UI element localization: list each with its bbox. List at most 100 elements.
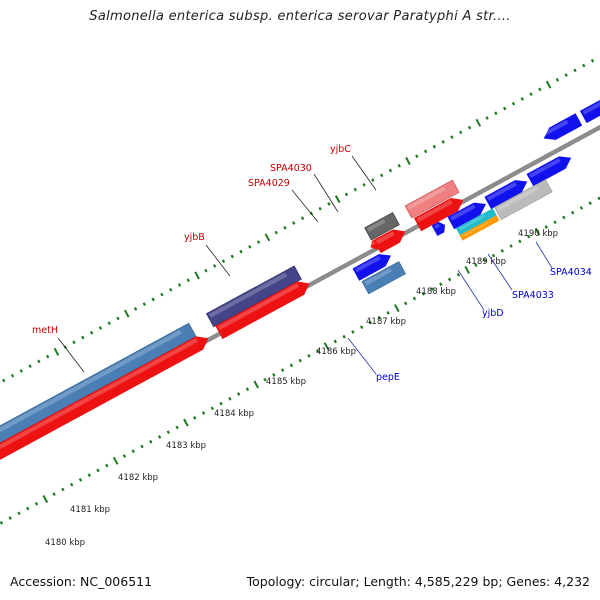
major-tick (394, 304, 400, 313)
minor-tick (483, 258, 487, 263)
gene-label-top[interactable]: metH (32, 325, 58, 336)
gene-label-top[interactable]: yjbC (330, 144, 351, 155)
minor-tick (597, 196, 600, 201)
minor-tick (590, 58, 595, 63)
metH-gene-bottom[interactable] (0, 332, 212, 472)
minor-tick (353, 187, 357, 192)
minor-tick (582, 63, 586, 68)
minor-tick (474, 263, 478, 268)
minor-tick (573, 68, 577, 73)
minor-tick (368, 320, 373, 325)
major-tick (123, 309, 130, 318)
upper-right-gene-1[interactable] (540, 113, 583, 144)
minor-tick (289, 363, 294, 368)
gene-label-bottom[interactable]: yjbD (482, 308, 504, 319)
minor-tick (8, 516, 12, 520)
pepE-gene-upper[interactable] (352, 249, 395, 281)
gene-label-top[interactable]: yjbB (184, 232, 205, 243)
SPA4033-gene-a[interactable] (484, 175, 530, 210)
SPA4033-gene-teal[interactable] (455, 208, 497, 236)
major-tick (534, 227, 541, 236)
minor-tick (142, 302, 147, 306)
gene-label-leader (457, 269, 485, 311)
minor-tick (37, 359, 41, 364)
minor-tick (10, 373, 15, 378)
gene-label-bottom[interactable]: pepE (376, 372, 400, 383)
yjbB-gene-top[interactable] (206, 265, 302, 328)
major-tick (475, 118, 482, 127)
minor-tick (379, 173, 384, 178)
major-tick (194, 271, 200, 280)
major-tick (545, 80, 552, 89)
yjbD-gene[interactable] (447, 198, 489, 230)
minor-tick (318, 206, 322, 211)
minor-tick (292, 221, 296, 225)
minor-tick (256, 240, 261, 244)
minor-tick (555, 78, 560, 82)
organism-title: Salmonella enterica subsp. enterica sero… (89, 9, 511, 24)
minor-tick (160, 292, 164, 297)
SPA4034-gene[interactable] (494, 179, 553, 220)
gene-label-bottom[interactable]: SPA4033 (512, 290, 554, 301)
yjbC-gene-lower[interactable] (413, 193, 467, 232)
minor-tick (263, 377, 267, 382)
minor-tick (570, 210, 575, 215)
minor-tick (72, 340, 76, 345)
minor-tick (219, 401, 223, 406)
minor-tick (509, 244, 513, 248)
minor-tick (447, 277, 452, 282)
yjbD-gene-small[interactable] (431, 220, 448, 237)
SPA4030-gene[interactable] (364, 212, 400, 241)
pepE-gene[interactable] (361, 261, 406, 295)
minor-tick (564, 73, 568, 77)
minor-tick (432, 144, 437, 149)
minor-tick (500, 249, 504, 253)
minor-tick (28, 364, 32, 368)
minor-tick (327, 202, 331, 206)
gene-label-bottom[interactable]: SPA4034 (550, 267, 592, 278)
minor-tick (360, 325, 364, 330)
upper-right-gene-2[interactable] (579, 89, 600, 124)
gene-label-leader (313, 173, 339, 213)
yjbC-gene[interactable] (404, 179, 460, 219)
minor-tick (96, 468, 100, 473)
major-tick (405, 156, 411, 165)
minor-tick (280, 368, 285, 372)
minor-tick (272, 373, 276, 377)
minor-tick (459, 130, 463, 135)
minor-tick (0, 520, 4, 525)
gene-label-leader (351, 155, 377, 191)
minor-tick (494, 111, 498, 116)
tick-track-bottom (0, 196, 600, 525)
minor-tick (485, 116, 489, 120)
genome-summary: Topology: circular; Length: 4,585,229 bp… (246, 574, 590, 589)
gene-label-top[interactable]: SPA4030 (270, 163, 312, 174)
scale-label: 4189 kbp (466, 257, 506, 267)
minor-tick (107, 321, 111, 326)
minor-tick (177, 283, 182, 287)
minor-tick (397, 163, 401, 168)
SPA4033-gene-orange[interactable] (459, 215, 500, 241)
gene-label-leader (487, 253, 513, 291)
minor-tick (175, 425, 179, 430)
minor-tick (316, 349, 320, 353)
accession-label: Accession: NC_006511 (10, 574, 153, 589)
major-tick (334, 195, 341, 204)
minor-tick (412, 296, 417, 301)
minor-tick (34, 501, 39, 506)
SPA4030-gene-lower[interactable] (373, 225, 409, 254)
gene-label-leader (205, 244, 231, 277)
yjbB-gene-bottom[interactable] (215, 277, 313, 340)
SPA4033-gene-b[interactable] (526, 152, 575, 187)
minor-tick (248, 245, 252, 249)
minor-tick (105, 463, 109, 468)
gene-label-top[interactable]: SPA4029 (248, 178, 290, 189)
minor-tick (298, 358, 302, 363)
minor-tick (201, 411, 206, 415)
minor-tick (467, 125, 472, 130)
minor-tick (239, 249, 243, 254)
minor-tick (423, 149, 428, 154)
minor-tick (403, 301, 408, 306)
